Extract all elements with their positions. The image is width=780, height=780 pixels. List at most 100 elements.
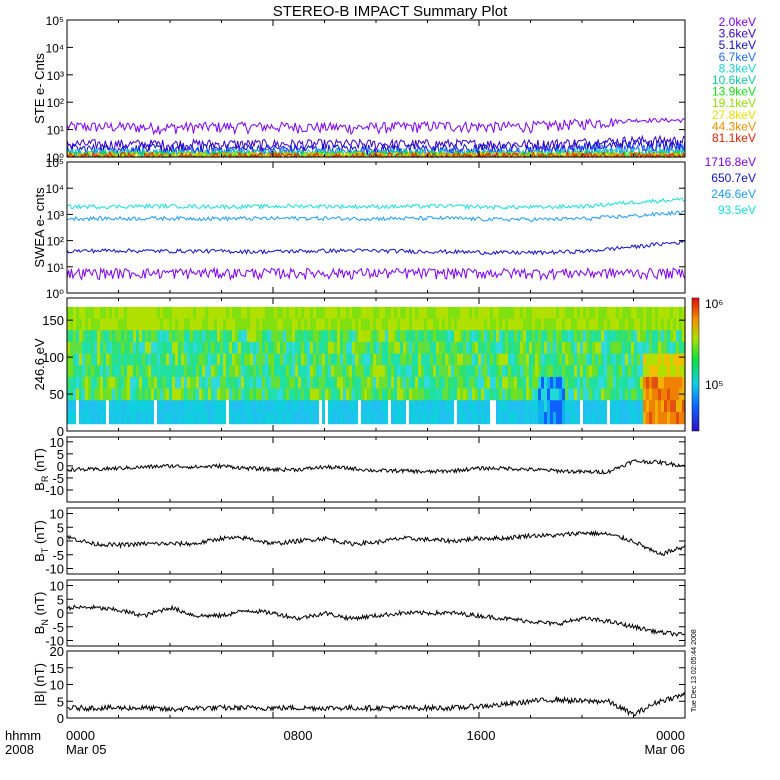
spectrogram-cell	[679, 330, 683, 343]
swea-series-1	[66, 239, 686, 256]
spectrogram-cell	[601, 388, 605, 401]
spectrogram-cell	[382, 330, 386, 343]
spectrogram-cell	[523, 341, 527, 355]
spectrogram-cell	[538, 341, 542, 355]
spectrogram-cell	[235, 365, 239, 378]
spectrogram-cell	[166, 411, 170, 425]
spectrogram-cell	[661, 353, 665, 366]
spectrogram-cell	[214, 306, 218, 320]
spectrogram-cell	[208, 341, 212, 355]
spectrogram-cell	[115, 388, 119, 401]
spectrogram-cell	[184, 411, 188, 425]
spectrogram-cell	[136, 388, 140, 401]
spectrogram-cell	[652, 388, 656, 401]
spectrogram-cell	[511, 318, 515, 331]
spectrogram-cell	[394, 353, 398, 366]
spectrogram-cell	[253, 376, 257, 390]
spectrogram-cell	[562, 306, 566, 320]
spectrogram-cell	[535, 400, 539, 413]
spectrogram-cell	[265, 306, 269, 320]
spectrogram-cell	[331, 353, 335, 366]
spectrogram-cell	[130, 400, 134, 413]
spectrogram-cell	[547, 400, 551, 413]
spectrogram-cell	[385, 306, 389, 320]
spectrogram-cell	[253, 318, 257, 331]
spectrogram-cell	[565, 341, 569, 355]
spectrogram-cell	[463, 400, 467, 413]
spectrogram-cell	[220, 365, 224, 378]
spectrogram-cell	[541, 388, 545, 401]
spectrogram-cell	[628, 376, 632, 390]
spectrogram-cell	[496, 411, 500, 425]
spectrogram-cell	[376, 306, 380, 320]
spectrogram-cell	[388, 376, 392, 390]
ste-legend-entry: 44.3keV	[712, 119, 756, 133]
spectrogram-cell	[349, 306, 353, 320]
spectrogram-cell	[610, 330, 614, 343]
spectrogram-cell	[499, 388, 503, 401]
spectrogram-cell	[352, 388, 356, 401]
spectrogram-cell	[175, 341, 179, 355]
spectrogram-cell	[346, 400, 350, 413]
spectrogram-cell	[172, 341, 176, 355]
spectrogram-cell	[226, 411, 230, 425]
spectrogram-cell	[238, 365, 242, 378]
spectrogram-cell	[520, 353, 524, 366]
spectrogram-cell	[163, 376, 167, 390]
spectrogram-cell	[226, 400, 230, 413]
spectrogram-cell	[487, 330, 491, 343]
spectrogram-cell	[154, 376, 158, 390]
spectrogram-cell	[574, 330, 578, 343]
spectrogram-cell	[670, 365, 674, 378]
spectrogram-cell	[460, 400, 464, 413]
spectrogram-cell	[253, 353, 257, 366]
spectrogram-cell	[442, 318, 446, 331]
spectrogram-cell	[241, 365, 245, 378]
spectrogram-cell	[448, 330, 452, 343]
spectrogram-cell	[118, 341, 122, 355]
spectrogram-cell	[388, 411, 392, 425]
spectrogram-cell	[202, 353, 206, 366]
spectrogram-cell	[487, 365, 491, 378]
spectrogram-cell	[625, 341, 629, 355]
spectrogram-cell	[628, 353, 632, 366]
spectrogram-cell	[604, 318, 608, 331]
spectrogram-cell	[517, 365, 521, 378]
spectrogram-cell	[280, 318, 284, 331]
spectrogram-cell	[634, 330, 638, 343]
spectrogram-cell	[226, 365, 230, 378]
spectrogram-cell	[145, 341, 149, 355]
spectrogram-cell	[502, 376, 506, 390]
spectrogram-cell	[163, 411, 167, 425]
spectrogram-cell	[70, 376, 74, 390]
spectrogram-cell	[385, 365, 389, 378]
spectrogram-cell	[682, 388, 686, 401]
spectrogram-cell	[184, 388, 188, 401]
spectrogram-cell	[130, 306, 134, 320]
spectrogram-cell	[373, 400, 377, 413]
spectrogram-cell	[310, 341, 314, 355]
spectrogram-cell	[283, 400, 287, 413]
spectrogram-cell	[70, 330, 74, 343]
spectrogram-cell	[175, 388, 179, 401]
spectrogram-cell	[466, 341, 470, 355]
spectrogram-cell	[70, 353, 74, 366]
spectrogram-cell	[259, 353, 263, 366]
spectrogram-cell	[520, 365, 524, 378]
spectrogram-cell	[643, 330, 647, 343]
spectrogram-cell	[556, 365, 560, 378]
spectrogram-cell	[466, 353, 470, 366]
spectrogram-cell	[211, 306, 215, 320]
spectrogram-cell	[343, 411, 347, 425]
spectrogram-cell	[592, 306, 596, 320]
spectrogram-cell	[514, 353, 518, 366]
spectrogram-cell	[448, 365, 452, 378]
spectrogram-cell	[490, 365, 494, 378]
spectrogram-cell	[355, 365, 359, 378]
spectrogram-cell	[598, 376, 602, 390]
spectrogram-cell	[148, 341, 152, 355]
spectrogram-cell	[169, 411, 173, 425]
spectrogram-cell	[301, 388, 305, 401]
spectrogram-cell	[523, 353, 527, 366]
bt-y-tick-label: 0	[57, 534, 64, 549]
